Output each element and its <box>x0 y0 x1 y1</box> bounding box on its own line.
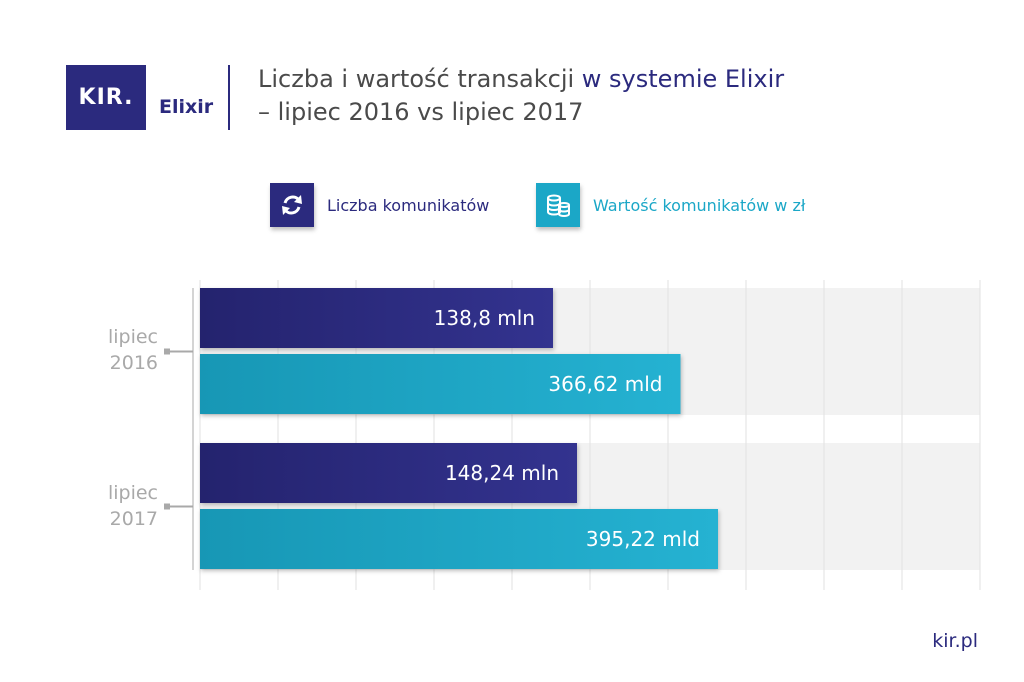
data-label-value-0: 366,62 mld <box>548 372 662 396</box>
legend-item-value: Wartość komunikatów w zł <box>536 183 805 227</box>
bar-count-0 <box>200 288 553 348</box>
kir-logo: KIR. <box>66 65 146 130</box>
legend-label-count: Liczba komunikatów <box>327 195 490 215</box>
category-axis <box>164 288 194 570</box>
kir-logo-text: KIR. <box>78 85 134 110</box>
axis-tick-marker <box>164 348 170 355</box>
data-label-count-0: 138,8 mln <box>434 306 535 330</box>
year-label-2016: lipiec 2016 <box>107 326 158 374</box>
refresh-arrows-icon <box>270 183 314 227</box>
bar-count-1 <box>200 443 577 503</box>
legend-item-count: Liczba komunikatów <box>270 183 489 227</box>
data-label-count-1: 148,24 mln <box>445 461 559 485</box>
elixir-brand-name: Elixir <box>159 96 214 118</box>
header-divider <box>228 65 230 130</box>
year-label-2017: lipiec 2017 <box>107 482 158 530</box>
title-part1: Liczba i wartość transakcji <box>258 65 582 93</box>
footer-website: kir.pl <box>932 630 978 652</box>
bar-value-1 <box>200 509 718 569</box>
coins-stack-icon <box>536 183 580 227</box>
data-label-value-1: 395,22 mld <box>586 527 700 551</box>
page-title: Liczba i wartość transakcji w systemie E… <box>258 63 958 129</box>
chart-legend: Liczba komunikatów Wartość komunikatów w… <box>0 183 1024 227</box>
title-line2: – lipiec 2016 vs lipiec 2017 <box>258 98 584 126</box>
bars: 138,8 mln 148,24 mln 366,62 mld 395,22 mld <box>200 288 718 569</box>
bar-value-0 <box>200 354 681 414</box>
title-highlight: w systemie Elixir <box>581 65 785 93</box>
axis-tick-marker <box>164 503 170 510</box>
legend-label-value: Wartość komunikatów w zł <box>593 195 806 215</box>
